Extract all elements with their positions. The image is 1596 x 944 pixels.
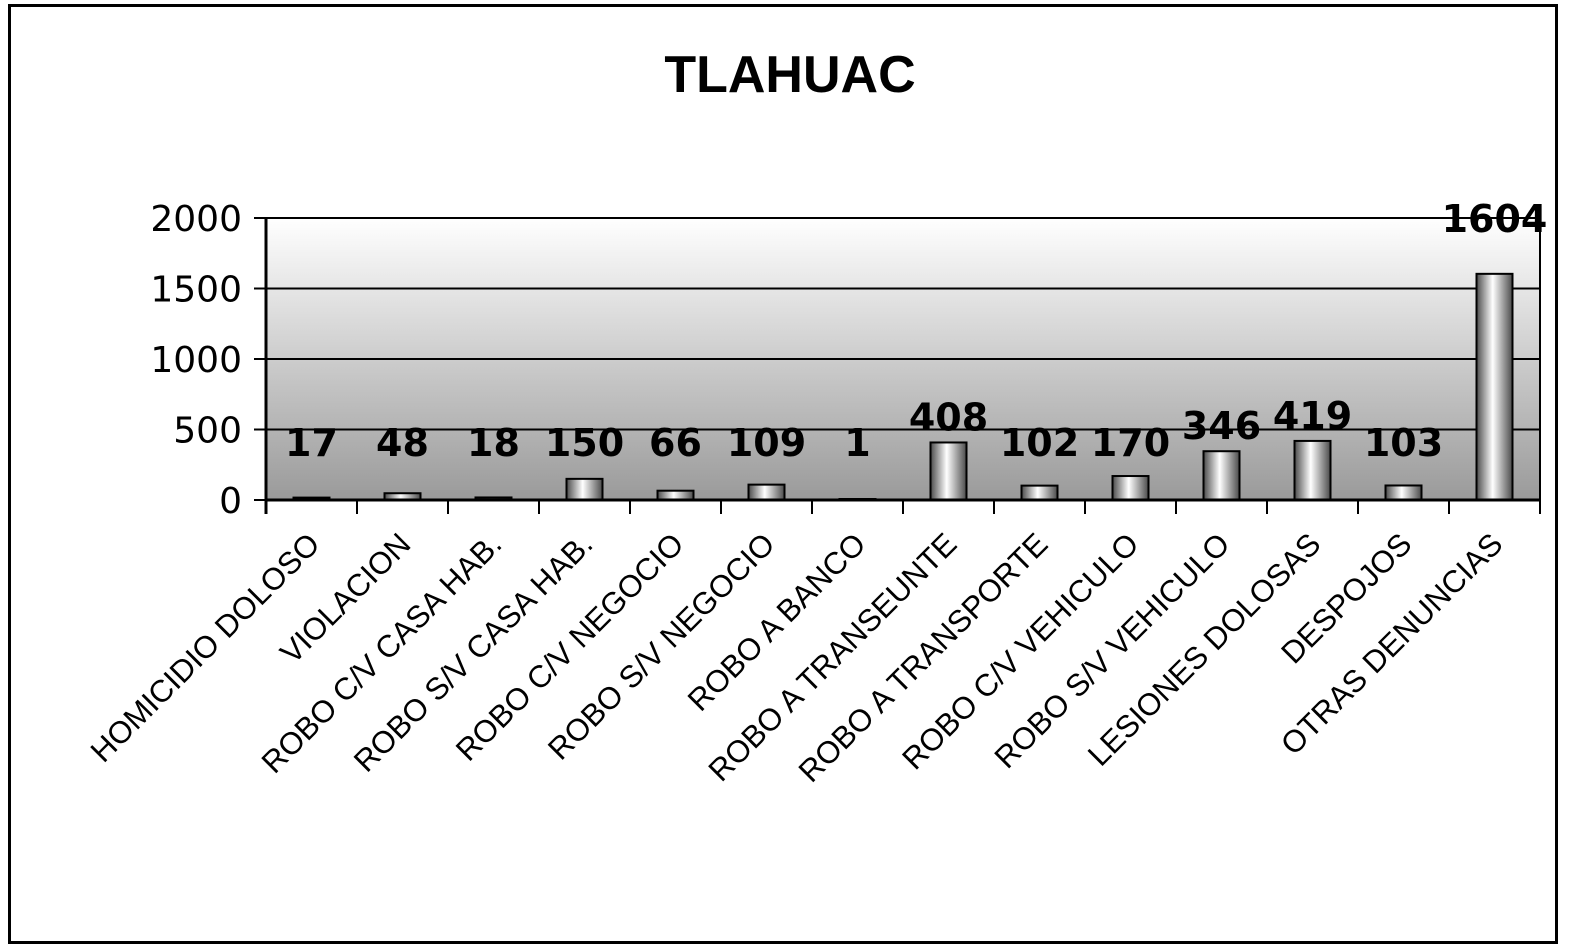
y-tick-label: 1000 xyxy=(150,340,242,381)
bar xyxy=(1477,274,1513,500)
data-label: 1604 xyxy=(1442,197,1548,241)
data-label: 103 xyxy=(1364,421,1443,465)
y-tick-label: 500 xyxy=(173,411,242,452)
data-label: 18 xyxy=(467,421,520,465)
y-tick-label: 0 xyxy=(219,481,242,522)
data-label: 109 xyxy=(727,421,806,465)
bar xyxy=(931,442,967,500)
y-tick-labels: 0 500 1000 1500 2000 xyxy=(150,199,242,522)
data-label: 170 xyxy=(1091,421,1170,465)
data-label: 346 xyxy=(1182,404,1261,448)
chart-title: TLAHUAC xyxy=(664,46,915,104)
bar xyxy=(1386,485,1422,500)
data-label: 102 xyxy=(1000,421,1079,465)
bar xyxy=(1113,476,1149,500)
bar xyxy=(1204,451,1240,500)
bar xyxy=(749,485,785,500)
bar xyxy=(567,479,603,500)
y-tick-label: 1500 xyxy=(150,270,242,311)
data-label: 150 xyxy=(545,421,624,465)
data-label: 419 xyxy=(1273,394,1352,438)
y-tick-label: 2000 xyxy=(150,199,242,240)
bar-chart: TLAHUAC 0 500 1000 1500 2000 HOMICIDIO DOLOS… xyxy=(0,0,1596,919)
data-label: 1 xyxy=(844,421,870,465)
data-label: 66 xyxy=(649,421,702,465)
bar xyxy=(1022,486,1058,500)
data-label: 17 xyxy=(285,421,338,465)
bar xyxy=(1295,441,1331,500)
data-label: 48 xyxy=(376,421,429,465)
data-label: 408 xyxy=(909,395,988,439)
